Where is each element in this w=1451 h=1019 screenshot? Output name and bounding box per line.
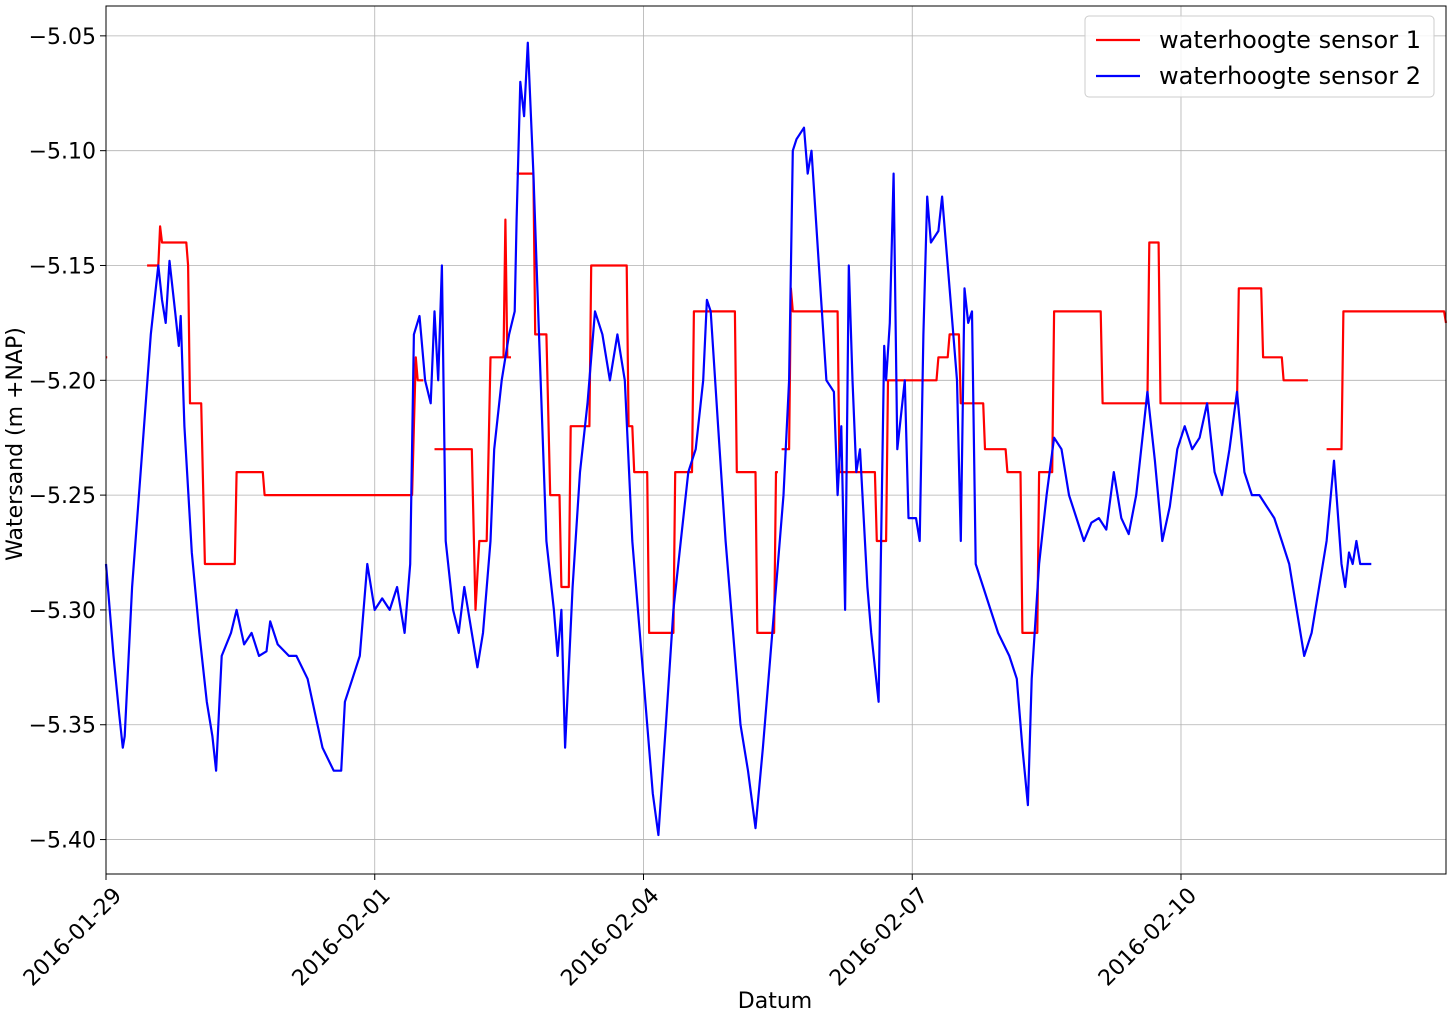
y-tick-label: −5.35	[29, 714, 96, 739]
y-tick-label: −5.05	[29, 25, 96, 50]
series-line	[147, 225, 424, 566]
y-axis-title: Watersand (m +NAP)	[3, 327, 28, 561]
series-line	[104, 41, 1372, 837]
y-tick-label: −5.40	[29, 829, 96, 854]
x-tick-label: 2016-02-04	[556, 883, 664, 991]
x-axis: 2016-01-29 2016-02-01 2016-02-04 2016-02-07…	[19, 874, 1202, 991]
x-tick-label: 2016-02-07	[825, 883, 933, 991]
series-line	[781, 241, 1308, 634]
y-tick-label: −5.20	[29, 369, 96, 394]
legend-label-sensor-2: waterhoogte sensor 2	[1159, 62, 1421, 90]
plot-frame	[105, 5, 1447, 875]
y-tick-label: −5.15	[29, 254, 96, 279]
x-tick-label: 2016-02-10	[1094, 883, 1202, 991]
legend: waterhoogte sensor 1 waterhoogte sensor …	[1084, 15, 1435, 98]
x-axis-title: Datum	[738, 989, 812, 1014]
y-tick-label: −5.10	[29, 140, 96, 165]
series-2	[104, 41, 1372, 837]
y-tick-label: −5.30	[29, 599, 96, 624]
legend-label-sensor-1: waterhoogte sensor 1	[1159, 26, 1421, 54]
series-line	[1326, 310, 1448, 451]
series-line	[434, 218, 511, 611]
plot-area	[106, 6, 1446, 874]
y-tick-label: −5.25	[29, 484, 96, 509]
series-1	[106, 172, 1448, 634]
x-tick-label: 2016-01-29	[19, 883, 127, 991]
legend-box	[1084, 15, 1435, 98]
x-tick-label: 2016-02-01	[288, 883, 396, 991]
y-axis: −5.05 −5.10 −5.15 −5.20 −5.25 −5.30 −5.35 −5.40	[29, 25, 106, 854]
series-layer	[104, 41, 1448, 837]
series-line	[516, 172, 778, 634]
